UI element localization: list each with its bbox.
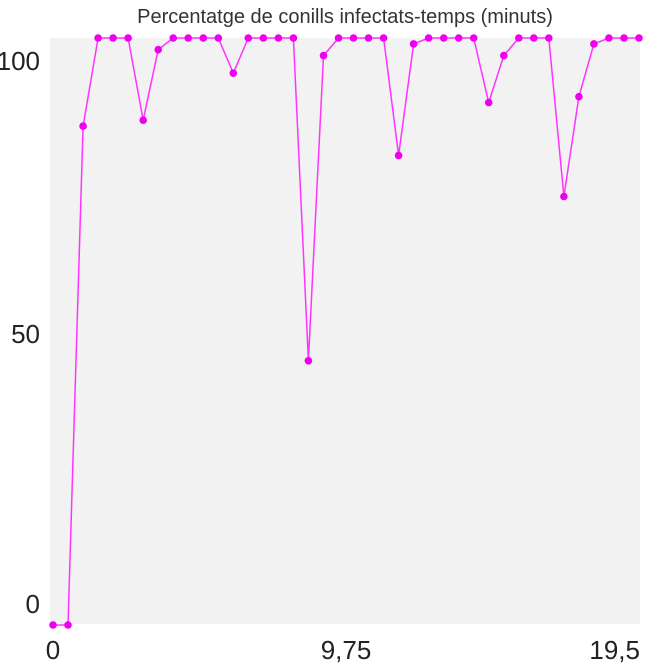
data-point (394, 151, 403, 160)
data-point (424, 34, 433, 42)
y-tick-label: 50 (11, 319, 40, 349)
data-point (605, 34, 613, 42)
data-point (124, 34, 132, 42)
y-tick-label: 100 (0, 46, 40, 76)
x-axis-ticks: 0 9,75 19,5 (46, 635, 640, 665)
data-point (334, 34, 343, 42)
data-point (515, 34, 523, 42)
data-point (214, 34, 223, 42)
data-point (79, 122, 87, 130)
x-tick-label: 9,75 (321, 635, 372, 665)
data-point (590, 40, 598, 48)
x-tick-label: 0 (46, 635, 60, 665)
data-point (364, 34, 373, 42)
series-markers (49, 34, 643, 629)
data-point (169, 34, 177, 42)
data-point (545, 34, 553, 42)
x-tick-label: 19,5 (589, 635, 640, 665)
data-point (184, 34, 192, 42)
data-point (530, 34, 538, 42)
series-line (53, 37, 639, 626)
y-axis-ticks: 0 50 100 (0, 46, 40, 619)
chart-title: Percentatge de conills infectats-temps (… (137, 6, 553, 28)
data-point (229, 69, 238, 77)
data-point (439, 34, 448, 42)
data-point (560, 192, 568, 201)
data-point (199, 34, 208, 42)
data-point (259, 34, 268, 42)
data-point (139, 116, 147, 124)
data-point (319, 51, 328, 60)
data-point (289, 34, 298, 42)
data-point (154, 45, 162, 54)
data-point (109, 34, 117, 42)
data-point (635, 34, 643, 42)
data-point (575, 92, 583, 101)
data-point (349, 34, 358, 42)
data-point (500, 51, 508, 60)
plot-area (50, 38, 640, 624)
data-point (274, 34, 283, 42)
data-point (94, 34, 102, 42)
data-point (620, 34, 628, 42)
data-point (64, 621, 72, 629)
data-point (244, 34, 253, 42)
data-point (49, 621, 57, 629)
data-point (484, 98, 493, 107)
data-point (469, 34, 478, 42)
data-point (379, 34, 388, 42)
y-tick-label: 0 (26, 589, 40, 619)
data-point (454, 34, 463, 42)
data-point (304, 357, 313, 365)
data-point (409, 40, 418, 48)
